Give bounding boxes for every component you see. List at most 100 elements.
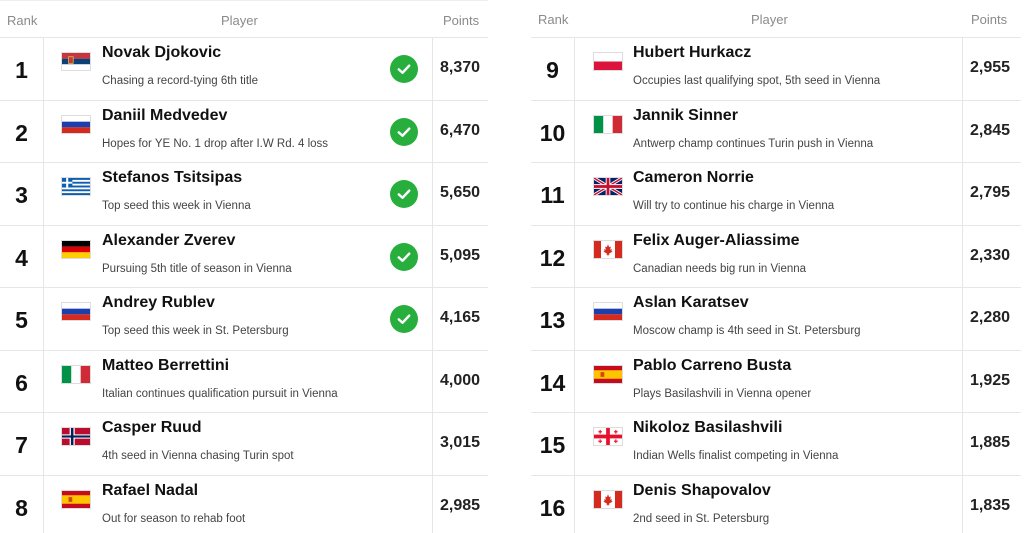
player-name[interactable]: Daniil Medvedev [102,106,228,124]
rank-number: 15 [531,413,575,475]
player-note: Indian Wells finalist competing in Vienn… [633,450,839,462]
points-cell: 6,470 [432,100,488,162]
table-body: 1 Novak Djokovic Chasing a record-tying 6t… [0,38,488,533]
points-cell: 8,370 [432,38,488,100]
poland-flag [593,52,623,71]
player-name[interactable]: Andrey Rublev [102,294,215,311]
table-row[interactable]: 6 Matteo Berrettini Italian continues qual… [0,350,488,413]
uk-flag [593,177,623,196]
points-value: 4,165 [440,309,481,326]
table-row[interactable]: 7 Casper Ruud 4th seed in Vienna chasing T… [0,413,488,476]
player-note: 2nd seed in St. Petersburg [633,512,770,525]
rank-number: 8 [0,475,44,533]
table-header: Rank Player Points [0,0,488,38]
player-name[interactable]: Jannik Sinner [633,106,738,124]
rank-column-header: Rank [7,13,38,28]
points-value: 2,955 [970,59,1011,76]
table-row[interactable]: 12 Felix Auger-Aliassime Canadian needs bi… [531,225,1021,288]
table-row[interactable]: 10 Jannik Sinner Antwerp champ continues T… [531,100,1021,163]
player-note: Out for season to rehab foot [102,512,246,525]
table-row[interactable]: 1 Novak Djokovic Chasing a record-tying 6t… [0,38,488,101]
player-name[interactable]: Denis Shapovalov [633,481,771,499]
player-name[interactable]: Felix Auger-Aliassime [633,231,800,249]
rank-number: 14 [531,350,575,412]
rank-number: 12 [531,225,575,287]
table-row[interactable]: 5 Andrey Rublev Top seed this week in St. … [0,288,488,351]
rank-number: 3 [0,163,44,225]
georgia-flag [593,427,623,446]
points-value: 5,650 [440,184,481,201]
player-name[interactable]: Stefanos Tsitsipas [102,169,243,186]
points-value: 2,985 [440,496,481,514]
greece-flag [61,177,91,196]
rankings-table-right: Rank Player Points 9 Hubert Hurkacz Occupi… [531,0,1021,533]
rankings-table-left: Rank Player Points 1 Novak Djokovic Chasin… [0,0,488,533]
rank-number: 10 [531,100,575,162]
russia-flag [593,302,623,321]
player-note: Hopes for YE No. 1 drop after I.W Rd. 4 … [102,137,329,150]
table-row[interactable]: 8 Rafael Nadal Out for season to rehab foo… [0,475,488,533]
player-note: Plays Basilashvili in Vienna opener [633,387,812,400]
table-row[interactable]: 13 Aslan Karatsev Moscow champ is 4th seed… [531,288,1021,351]
points-value: 8,370 [440,59,481,76]
player-note: Will try to continue his charge in Vienn… [633,200,835,212]
qualified-check-icon [390,55,418,83]
player-name[interactable]: Matteo Berrettini [102,356,230,374]
rank-number: 2 [0,100,44,162]
player-note: Moscow champ is 4th seed in St. Petersbu… [633,325,861,337]
points-value: 2,845 [970,121,1011,139]
table-row[interactable]: 3 Stefanos Tsitsipas Top seed this week in… [0,163,488,226]
qualified-check-icon [390,180,418,208]
player-name[interactable]: Casper Ruud [102,419,202,436]
points-value: 4,000 [440,371,481,389]
serbia-flag [61,52,91,71]
player-name[interactable]: Cameron Norrie [633,169,754,186]
player-name[interactable]: Aslan Karatsev [633,294,749,311]
table-row[interactable]: 11 Cameron Norrie Will try to continue his… [531,163,1021,226]
points-cell: 2,280 [962,288,1021,350]
points-cell: 4,165 [432,288,488,350]
qualified-check-icon [390,242,418,271]
rank-number: 11 [531,163,575,225]
points-cell: 1,835 [962,475,1021,533]
player-note: Pursuing 5th title of season in Vienna [102,262,292,275]
spain-flag [61,489,91,509]
table-header: Rank Player Points [531,0,1021,38]
qualified-check-icon [390,117,418,146]
points-cell: 1,885 [962,413,1021,475]
rank-number: 4 [0,225,44,287]
points-value: 2,795 [970,184,1011,201]
germany-flag [61,239,91,259]
points-cell: 3,015 [432,413,488,475]
rank-number: 6 [0,350,44,412]
player-note: Antwerp champ continues Turin push in Vi… [633,137,874,150]
table-row[interactable]: 2 Daniil Medvedev Hopes for YE No. 1 drop … [0,100,488,163]
player-note: 4th seed in Vienna chasing Turin spot [102,450,294,462]
table-row[interactable]: 15 Nikoloz Basilashvili Indian Wells final… [531,413,1021,476]
player-note: Canadian needs big run in Vienna [633,262,807,275]
player-note: Chasing a record-tying 6th title [102,75,258,87]
player-note: Italian continues qualification pursuit … [102,387,338,400]
table-row[interactable]: 16 Denis Shapovalov 2nd seed in St. Peters… [531,475,1021,533]
player-name[interactable]: Nikoloz Basilashvili [633,419,783,436]
player-name[interactable]: Alexander Zverev [102,231,236,249]
table-row[interactable]: 14 Pablo Carreno Busta Plays Basilashvili … [531,350,1021,413]
player-name[interactable]: Pablo Carreno Busta [633,356,792,374]
table-row[interactable]: 9 Hubert Hurkacz Occupies last qualifying … [531,38,1021,101]
player-name[interactable]: Novak Djokovic [102,44,222,61]
player-name[interactable]: Rafael Nadal [102,481,199,499]
player-name[interactable]: Hubert Hurkacz [633,44,752,61]
points-column-header: Points [971,12,1008,27]
points-value: 5,095 [440,246,481,264]
norway-flag [61,427,91,446]
canada-flag [593,489,623,509]
points-cell: 5,095 [432,225,488,287]
rank-column-header: Rank [538,12,569,27]
russia-flag [61,114,91,134]
points-cell: 1,925 [962,350,1021,412]
rank-number: 16 [531,475,575,533]
table-row[interactable]: 4 Alexander Zverev Pursuing 5th title of s… [0,225,488,288]
points-cell: 2,795 [962,163,1021,225]
points-cell: 2,845 [962,100,1021,162]
player-note: Occupies last qualifying spot, 5th seed … [633,75,881,87]
